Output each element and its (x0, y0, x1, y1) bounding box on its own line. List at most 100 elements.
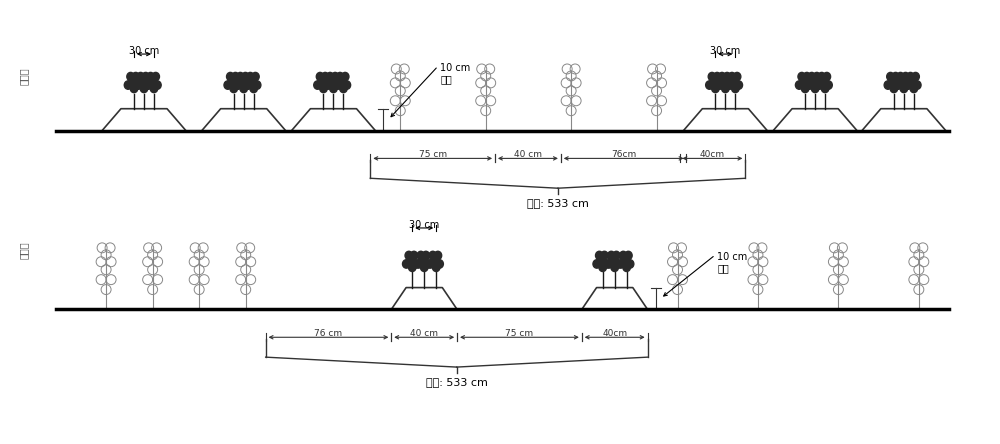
Text: 孕宽: 533 cm: 孕宽: 533 cm (527, 198, 589, 208)
Ellipse shape (825, 81, 832, 89)
Ellipse shape (818, 72, 826, 81)
Ellipse shape (887, 72, 894, 81)
Ellipse shape (625, 251, 632, 260)
Ellipse shape (894, 81, 902, 89)
Ellipse shape (715, 81, 723, 89)
Text: 10 cm
坠高: 10 cm 坠高 (717, 252, 748, 274)
Ellipse shape (713, 72, 721, 81)
Ellipse shape (405, 251, 413, 260)
Ellipse shape (233, 81, 241, 89)
Ellipse shape (318, 77, 326, 86)
Ellipse shape (910, 84, 918, 93)
Ellipse shape (321, 72, 329, 81)
Ellipse shape (728, 72, 736, 81)
Ellipse shape (253, 81, 261, 89)
Ellipse shape (341, 72, 349, 81)
Ellipse shape (798, 72, 806, 81)
Ellipse shape (821, 84, 829, 93)
Ellipse shape (599, 263, 607, 272)
Ellipse shape (147, 72, 154, 81)
Ellipse shape (823, 72, 831, 81)
Ellipse shape (127, 72, 134, 81)
Ellipse shape (908, 77, 916, 86)
Ellipse shape (597, 256, 605, 265)
Ellipse shape (810, 77, 817, 86)
Ellipse shape (614, 260, 622, 268)
Ellipse shape (897, 72, 904, 81)
Ellipse shape (431, 256, 438, 265)
Ellipse shape (892, 72, 899, 81)
Ellipse shape (338, 77, 346, 86)
Ellipse shape (722, 84, 729, 93)
Ellipse shape (138, 77, 146, 86)
Ellipse shape (735, 81, 743, 89)
Ellipse shape (903, 81, 911, 89)
Ellipse shape (593, 260, 601, 268)
Ellipse shape (412, 260, 419, 268)
Ellipse shape (242, 72, 249, 81)
Ellipse shape (888, 77, 896, 86)
Ellipse shape (343, 81, 351, 89)
Ellipse shape (323, 81, 331, 89)
Text: 40 cm: 40 cm (410, 329, 438, 338)
Ellipse shape (898, 77, 906, 86)
Ellipse shape (232, 72, 239, 81)
Ellipse shape (340, 84, 347, 93)
Ellipse shape (240, 84, 248, 93)
Ellipse shape (328, 77, 336, 86)
Ellipse shape (890, 84, 898, 93)
Ellipse shape (129, 77, 136, 86)
Ellipse shape (426, 260, 434, 268)
Ellipse shape (148, 77, 156, 86)
Ellipse shape (815, 81, 822, 89)
Ellipse shape (419, 256, 426, 265)
Ellipse shape (623, 263, 630, 272)
Ellipse shape (154, 81, 161, 89)
Ellipse shape (820, 77, 827, 86)
Ellipse shape (238, 77, 246, 86)
Ellipse shape (150, 84, 158, 93)
Ellipse shape (137, 72, 144, 81)
Ellipse shape (244, 81, 252, 89)
Ellipse shape (613, 251, 620, 260)
Text: 40cm: 40cm (700, 151, 725, 159)
Ellipse shape (402, 260, 410, 268)
Ellipse shape (605, 260, 613, 268)
Text: 30 cm: 30 cm (129, 46, 159, 56)
Ellipse shape (152, 72, 159, 81)
Ellipse shape (811, 84, 819, 93)
Ellipse shape (805, 81, 812, 89)
Ellipse shape (234, 81, 242, 89)
Ellipse shape (408, 263, 416, 272)
Ellipse shape (424, 260, 431, 268)
Ellipse shape (803, 72, 811, 81)
Ellipse shape (320, 84, 327, 93)
Ellipse shape (626, 260, 634, 268)
Ellipse shape (902, 72, 909, 81)
Ellipse shape (144, 81, 152, 89)
Ellipse shape (808, 72, 816, 81)
Ellipse shape (420, 263, 428, 272)
Ellipse shape (227, 72, 234, 81)
Ellipse shape (907, 72, 914, 81)
Ellipse shape (417, 251, 425, 260)
Ellipse shape (621, 256, 629, 265)
Ellipse shape (142, 72, 150, 81)
Ellipse shape (725, 81, 733, 89)
Ellipse shape (224, 81, 232, 89)
Ellipse shape (316, 72, 324, 81)
Ellipse shape (813, 72, 821, 81)
Ellipse shape (243, 81, 251, 89)
Ellipse shape (432, 263, 440, 272)
Ellipse shape (140, 84, 148, 93)
Ellipse shape (801, 84, 809, 93)
Ellipse shape (601, 251, 608, 260)
Ellipse shape (429, 251, 437, 260)
Ellipse shape (228, 77, 236, 86)
Text: 棉花行: 棉花行 (18, 241, 28, 259)
Ellipse shape (326, 72, 334, 81)
Ellipse shape (250, 84, 258, 93)
Ellipse shape (718, 72, 726, 81)
Ellipse shape (334, 81, 341, 89)
Ellipse shape (230, 84, 238, 93)
